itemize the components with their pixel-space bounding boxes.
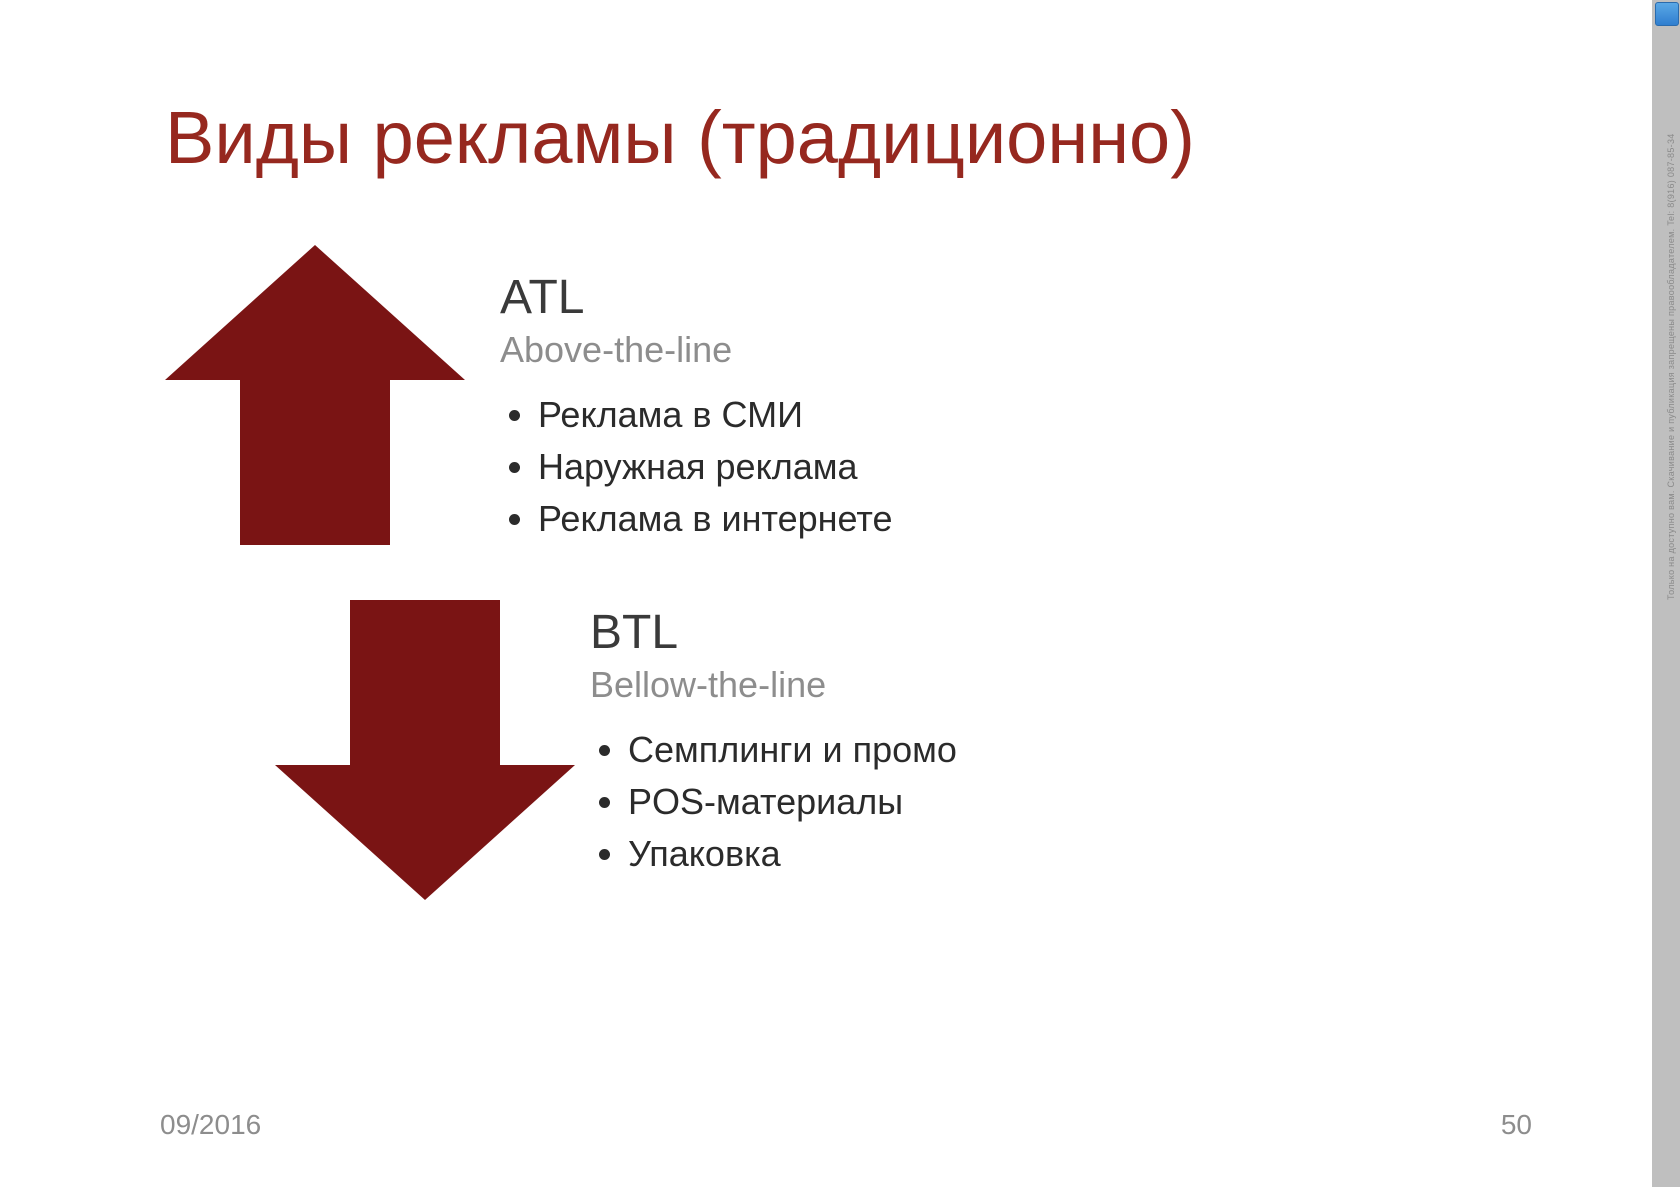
btl-block: BTL Bellow-the-line Семплинги и промо PO… [590,605,957,881]
list-item: Наружная реклама [538,441,892,493]
list-item: POS-материалы [628,776,957,828]
slide-title: Виды рекламы (традиционно) [165,95,1195,180]
footer-date: 09/2016 [160,1109,261,1141]
btl-heading: BTL [590,605,957,660]
sidebar-caption: Только на доступно вам. Скачивание и пуб… [1666,133,1676,600]
list-item: Реклама в интернете [538,493,892,545]
btl-list: Семплинги и промо POS-материалы Упаковка [590,724,957,881]
atl-heading: ATL [500,270,892,325]
list-item: Реклама в СМИ [538,389,892,441]
atl-list: Реклама в СМИ Наружная реклама Реклама в… [500,389,892,546]
sidebar-strip: Только на доступно вам. Скачивание и пуб… [1652,0,1680,1187]
list-item: Упаковка [628,828,957,880]
atl-subheading: Above-the-line [500,329,892,371]
slide: Виды рекламы (традиционно) ATL Above-the… [0,0,1652,1187]
footer-page-number: 50 [1501,1109,1532,1141]
list-item: Семплинги и промо [628,724,957,776]
btl-subheading: Bellow-the-line [590,664,957,706]
arrow-down-icon [275,600,575,900]
app-logo-icon [1655,2,1679,26]
arrow-up-icon [165,245,465,545]
atl-block: ATL Above-the-line Реклама в СМИ Наружна… [500,270,892,546]
